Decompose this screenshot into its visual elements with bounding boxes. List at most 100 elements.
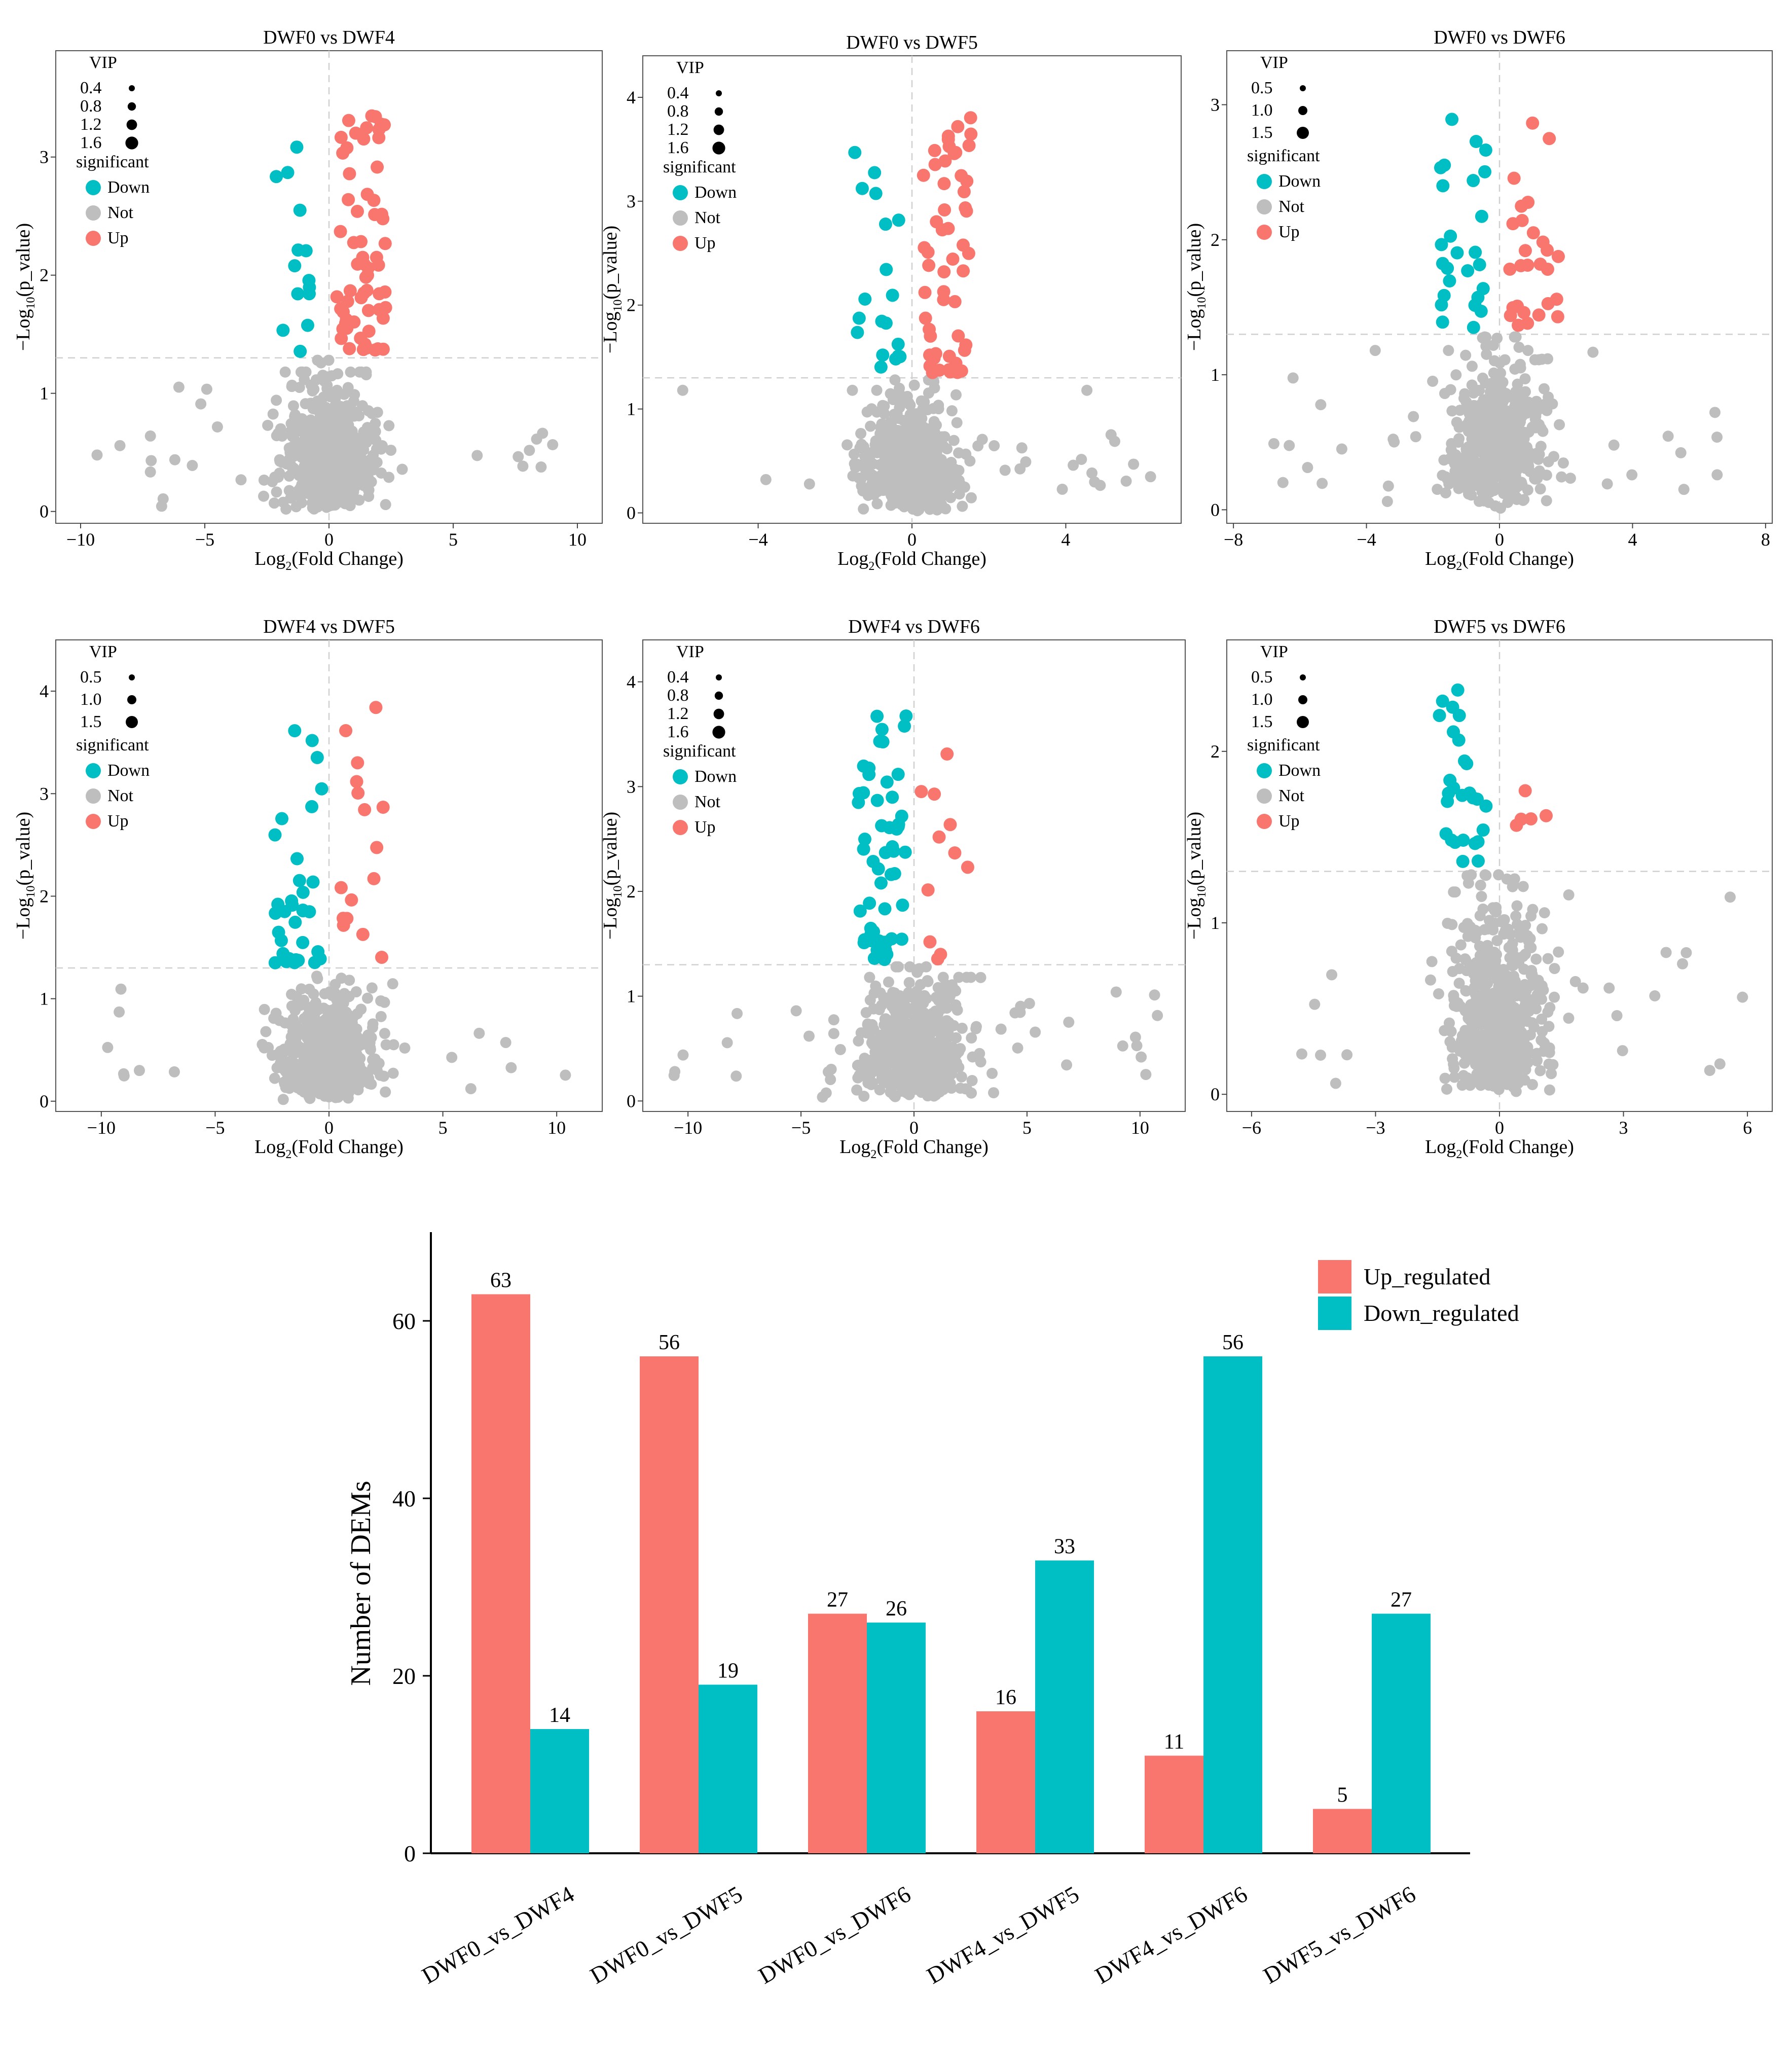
panel-title: DWF4 vs DWF6 [848,616,980,637]
point-not [956,1022,968,1034]
x-tick-label: 8 [1761,529,1770,550]
point-not [1498,1051,1510,1062]
point-down [1436,257,1449,270]
point-up [1503,262,1517,276]
point-up [1526,116,1540,130]
bar-legend-swatch-down [1318,1297,1351,1330]
point-not [278,1044,290,1055]
point-not [375,995,387,1006]
point-not [1539,907,1550,919]
point-not [1427,375,1439,387]
legend-vip-dot [713,708,724,720]
x-tick-label: −5 [791,1118,811,1138]
point-not [271,394,282,406]
point-up [964,111,977,125]
point-not [1476,890,1487,902]
point-down [276,323,290,337]
point-not [364,1044,376,1056]
point-not [1497,973,1509,984]
point-not [1388,436,1400,448]
point-not [102,1041,114,1053]
point-down [268,956,282,969]
point-not [1076,453,1087,465]
point-not [951,417,963,428]
point-not [319,988,331,999]
panel-title: DWF0 vs DWF4 [263,27,395,48]
point-down [1479,799,1493,813]
point-not [1524,941,1535,952]
point-not [889,374,901,386]
point-not [263,1041,274,1053]
volcano-panel-6: DWF5 vs DWF6 −6 −3 0 3 6 0 1 2 Log2(Fold Change) −… [1184,616,1773,1161]
point-down [876,348,890,362]
point-not [1587,346,1599,358]
point-up [1526,226,1540,240]
point-not [1490,906,1502,918]
point-up [964,127,978,141]
point-down [1436,315,1449,329]
point-not [157,493,169,505]
point-not [1456,1080,1468,1091]
point-down [857,842,870,856]
x-tick-label: 0 [907,529,917,550]
point-not [280,1082,291,1093]
point-not [547,439,559,450]
bar-y-axis-label: Number of DEMs [345,1481,377,1685]
point-not [380,499,391,511]
point-not [1467,961,1479,973]
point-not [343,991,355,1002]
point-not [1502,453,1513,464]
point-not [305,481,317,492]
point-not [1675,447,1687,458]
legend-significant-title: significant [76,153,149,171]
point-down [1451,683,1465,697]
point-not [375,1011,387,1022]
point-not [1678,484,1690,495]
point-not [1529,473,1541,484]
point-up [948,846,962,860]
point-not [1450,369,1462,381]
point-not [1481,348,1492,360]
point-not [1314,1049,1326,1061]
legend-down-dot [673,769,688,784]
point-not [115,983,127,995]
point-not [1513,957,1525,968]
point-not [269,1072,280,1084]
point-up [330,290,344,304]
bar-value-label: 63 [490,1269,511,1292]
point-not [886,490,897,501]
point-up [372,123,386,136]
point-up [336,912,350,925]
point-not [343,496,355,508]
y-tick-label: 0 [627,503,636,523]
y-tick-label: 0 [40,501,49,522]
point-not [975,1056,986,1068]
point-not [1120,475,1132,487]
point-not [1468,426,1479,438]
point-up [357,286,371,300]
point-down [290,852,304,866]
point-not [1459,953,1471,965]
point-up [956,238,970,252]
point-down [893,350,907,364]
bar-value-label: 56 [1222,1331,1244,1354]
point-down [1462,786,1476,800]
point-not [1539,1037,1550,1049]
point-not [1518,449,1529,461]
point-not [1473,495,1485,507]
legend-down-label: Down [694,767,737,786]
point-not [1601,478,1613,490]
point-not [1709,407,1721,418]
point-up [957,264,970,278]
point-not [1556,471,1567,483]
point-down [315,782,328,796]
point-not [855,474,867,485]
point-not [999,464,1011,476]
volcano-panel-4: DWF4 vs DWF5 −10 −5 0 5 10 0 1 2 3 4 Log2(Fold Chan… [13,616,603,1161]
point-not [732,1008,743,1019]
point-up [928,787,941,801]
point-not [1506,409,1517,421]
point-up [1550,293,1563,306]
x-tick-label: 5 [449,529,458,550]
point-not [387,1067,399,1079]
